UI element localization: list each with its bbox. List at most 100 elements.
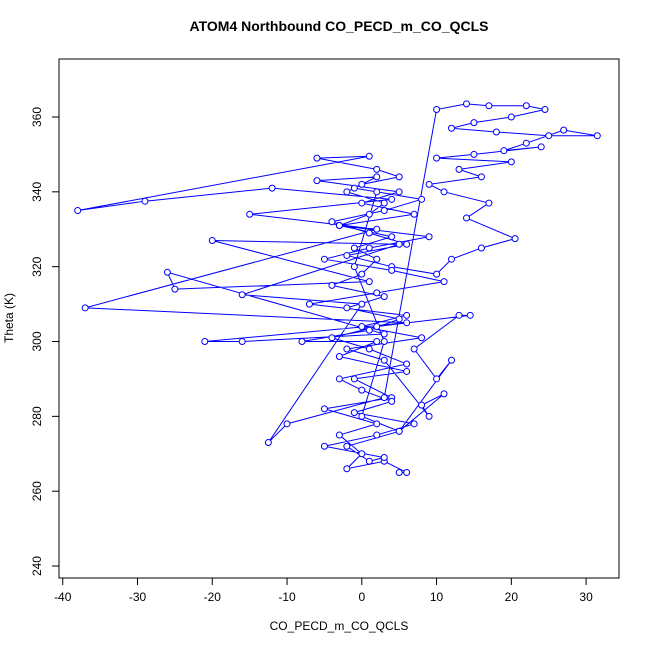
data-point	[395, 240, 403, 248]
data-point	[358, 180, 366, 188]
y-tick-label: 340	[30, 182, 44, 202]
data-point	[511, 235, 519, 243]
data-point	[522, 102, 530, 110]
data-point	[335, 222, 343, 230]
data-point	[373, 255, 381, 263]
data-point	[380, 394, 388, 402]
data-point	[477, 173, 485, 181]
y-axis-label: Theta (K)	[2, 293, 16, 343]
data-point	[365, 244, 373, 252]
data-point	[470, 119, 478, 127]
data-point	[492, 128, 500, 136]
data-point	[246, 210, 254, 218]
data-point	[593, 132, 601, 140]
data-point	[433, 106, 441, 114]
data-point	[433, 375, 441, 383]
data-point	[373, 323, 381, 331]
data-point	[373, 289, 381, 297]
chart-title: ATOM4 Northbound CO_PECD_m_CO_QCLS	[190, 18, 489, 34]
data-point	[380, 454, 388, 462]
y-tick-label: 280	[30, 406, 44, 426]
y-tick-label: 320	[30, 256, 44, 276]
data-point	[545, 132, 553, 140]
data-point	[81, 304, 89, 312]
data-point	[440, 278, 448, 286]
data-point	[358, 199, 366, 207]
data-point	[365, 210, 373, 218]
data-point	[388, 195, 396, 203]
data-point	[358, 270, 366, 278]
data-point	[541, 106, 549, 114]
data-point	[395, 173, 403, 181]
data-point	[380, 356, 388, 364]
data-point	[455, 165, 463, 173]
data-point	[350, 409, 358, 417]
data-point	[380, 199, 388, 207]
data-point	[268, 184, 276, 192]
y-tick-label: 300	[30, 331, 44, 351]
data-point	[238, 338, 246, 346]
data-point	[380, 330, 388, 338]
data-point	[448, 356, 456, 364]
data-point	[403, 311, 411, 319]
x-tick-label: -20	[204, 590, 222, 604]
data-point	[403, 360, 411, 368]
data-point	[403, 240, 411, 248]
data-point	[373, 431, 381, 439]
data-point	[418, 334, 426, 342]
data-point	[388, 233, 396, 241]
data-point	[373, 420, 381, 428]
data-point	[305, 300, 313, 308]
data-point	[343, 251, 351, 259]
data-point	[365, 326, 373, 334]
x-tick-label: 10	[430, 590, 444, 604]
x-tick-label: -10	[278, 590, 296, 604]
data-point	[380, 207, 388, 215]
data-point	[201, 338, 209, 346]
data-point	[410, 210, 418, 218]
data-point	[335, 352, 343, 360]
data-point	[335, 431, 343, 439]
data-point	[343, 442, 351, 450]
data-point	[365, 229, 373, 237]
data-point	[350, 184, 358, 192]
data-point	[350, 375, 358, 383]
data-point	[365, 457, 373, 465]
data-point	[477, 244, 485, 252]
data-point	[74, 207, 82, 215]
data-point	[425, 180, 433, 188]
data-point	[358, 323, 366, 331]
data-point	[343, 345, 351, 353]
x-tick-label: 20	[505, 590, 519, 604]
data-point	[388, 266, 396, 274]
data-point	[410, 345, 418, 353]
data-point	[470, 150, 478, 158]
data-point	[328, 218, 336, 226]
data-point	[462, 100, 470, 108]
data-point	[365, 278, 373, 286]
data-point	[373, 338, 381, 346]
data-point	[462, 214, 470, 222]
data-point	[320, 405, 328, 413]
data-point	[350, 263, 358, 271]
data-point	[388, 397, 396, 405]
data-point	[208, 236, 216, 244]
x-tick-label: 0	[358, 590, 365, 604]
x-tick-label: -40	[54, 590, 72, 604]
x-tick-label: 30	[579, 590, 593, 604]
data-point	[395, 468, 403, 476]
data-point	[373, 165, 381, 173]
data-point	[358, 386, 366, 394]
data-point	[163, 268, 171, 276]
data-point	[560, 126, 568, 134]
data-point	[373, 173, 381, 181]
data-point	[365, 152, 373, 160]
data-point	[171, 285, 179, 293]
data-point	[313, 154, 321, 162]
data-point	[313, 177, 321, 185]
data-point	[141, 197, 149, 205]
data-point	[358, 412, 366, 420]
data-point	[507, 158, 515, 166]
data-point	[537, 143, 545, 151]
data-point	[380, 293, 388, 301]
